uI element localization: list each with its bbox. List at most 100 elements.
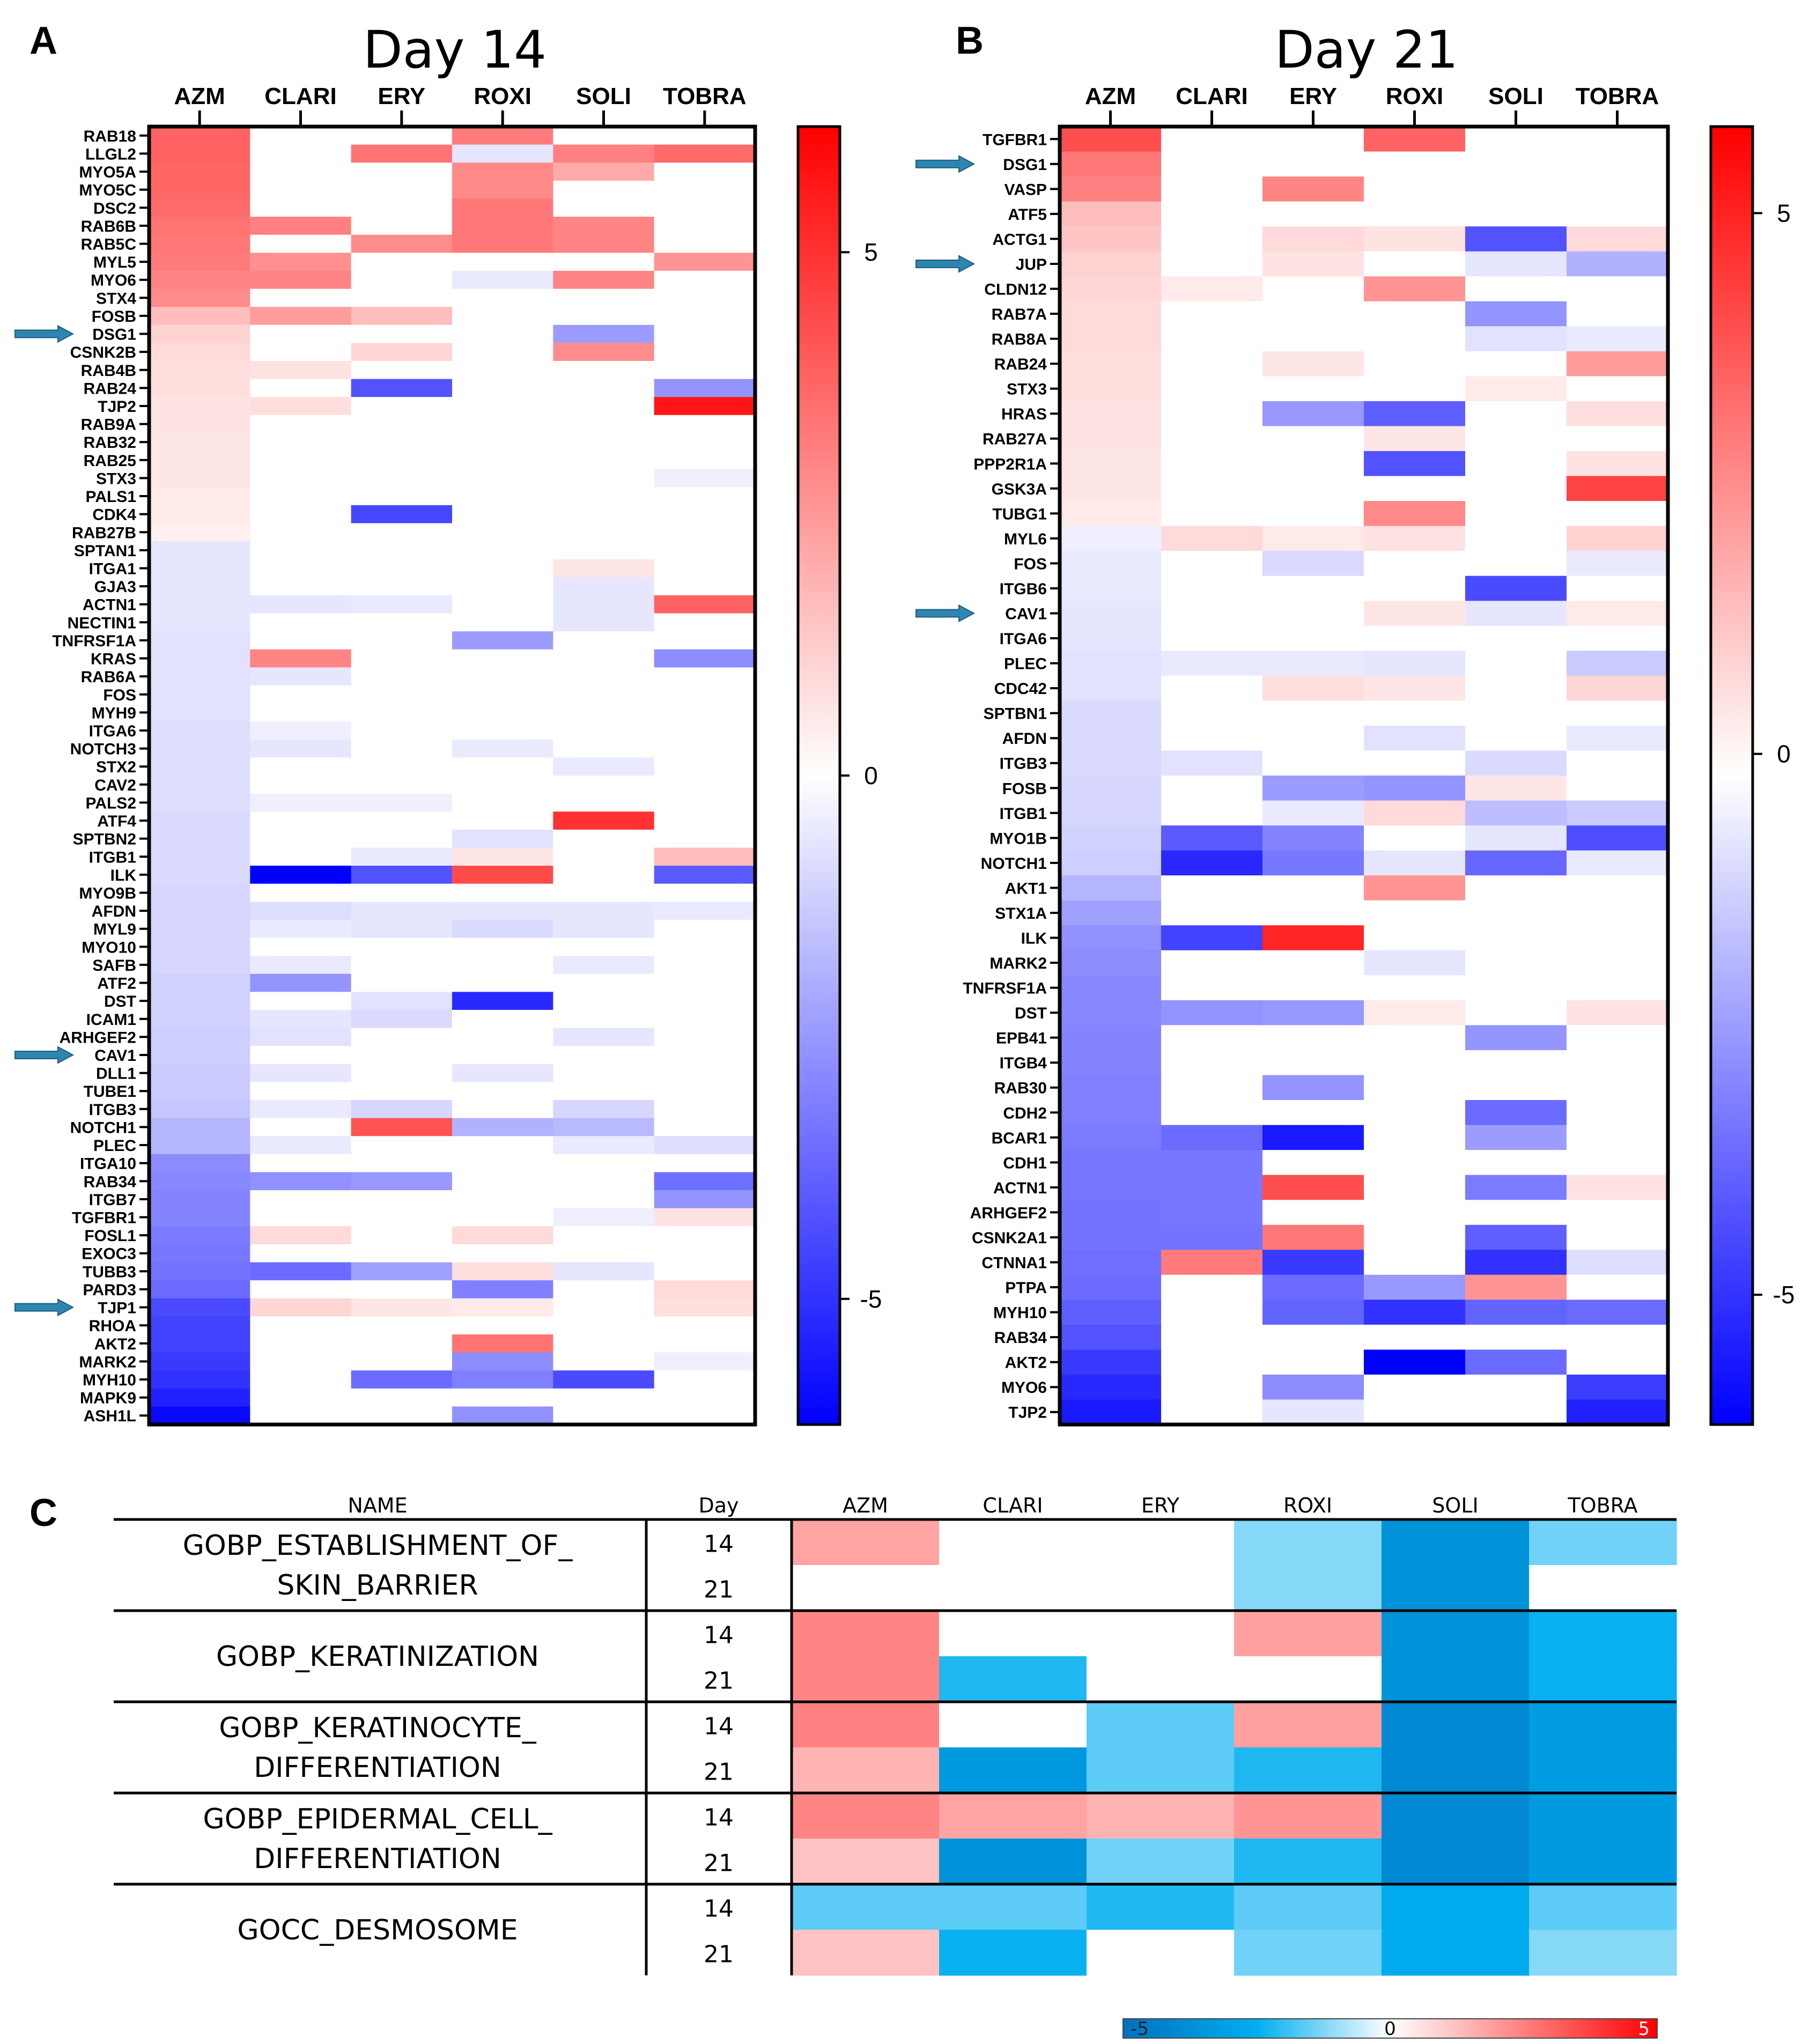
heat-cell xyxy=(1060,251,1162,277)
table-cell xyxy=(1087,1565,1235,1611)
heat-cell xyxy=(654,1226,756,1245)
heat-cell xyxy=(1161,276,1263,302)
colorbar-tick-label: -5 xyxy=(1773,1281,1795,1309)
heat-cell xyxy=(553,1208,655,1227)
gene-label-ppp2r1a: PPP2R1A xyxy=(973,455,1047,473)
heat-cell xyxy=(250,198,352,217)
heat-cell xyxy=(654,523,756,542)
heat-cell xyxy=(1060,750,1162,776)
heat-cell xyxy=(1060,226,1162,252)
heat-cell xyxy=(149,1190,250,1209)
heat-cell xyxy=(1060,1300,1162,1325)
heat-cell xyxy=(250,919,352,939)
gene-label-afdn: AFDN xyxy=(1002,730,1047,748)
gene-label-myh9: MYH9 xyxy=(92,704,136,722)
heat-cell xyxy=(1567,426,1668,452)
heat-cell xyxy=(250,757,352,776)
heat-cell xyxy=(1161,1025,1263,1051)
heat-cell xyxy=(1161,975,1263,1001)
heat-cell xyxy=(351,992,453,1010)
heat-cell xyxy=(452,866,553,884)
heat-cell xyxy=(654,1298,756,1317)
heat-cell xyxy=(149,360,250,380)
heat-cell xyxy=(553,793,655,812)
heat-cell xyxy=(1465,351,1567,377)
heat-cell xyxy=(553,1388,655,1407)
heat-cell xyxy=(250,1009,352,1029)
heat-cell xyxy=(1364,201,1466,227)
heat-cell xyxy=(1161,1125,1263,1150)
heat-cell xyxy=(250,973,352,992)
heat-cell xyxy=(1060,1000,1162,1025)
heat-cell xyxy=(1364,426,1466,452)
heat-cell xyxy=(452,505,553,524)
table-header-name: NAME xyxy=(348,1494,407,1517)
heat-cell xyxy=(654,397,756,416)
table-cell xyxy=(939,1565,1087,1611)
heat-cell xyxy=(654,739,756,758)
heat-cell xyxy=(553,163,655,181)
table-cell xyxy=(1234,1702,1382,1748)
heat-cell xyxy=(351,829,453,848)
heat-cell xyxy=(1262,1399,1364,1425)
heat-cell xyxy=(553,469,655,488)
heat-cell xyxy=(452,198,553,217)
heat-cell xyxy=(654,433,756,452)
gene-label-mark2: MARK2 xyxy=(989,955,1047,972)
heat-cell xyxy=(1567,176,1668,202)
heat-cell xyxy=(1567,975,1668,1001)
heat-cell xyxy=(654,757,756,776)
heat-cell xyxy=(1262,176,1364,202)
heat-cell xyxy=(654,1388,756,1407)
gene-label-myo9b: MYO9B xyxy=(79,884,136,902)
heat-cell xyxy=(452,1172,553,1191)
heat-cell xyxy=(351,667,453,686)
heat-cell xyxy=(1364,750,1466,776)
panel-b-heatmap: B Day 21 AZM CLARI ERY ROXI SOLI TOBRA TGFBR1… xyxy=(915,19,1795,1427)
heat-cell xyxy=(351,1316,453,1335)
heat-cell xyxy=(553,217,655,235)
table-day-label: 21 xyxy=(704,1576,734,1604)
heat-cell xyxy=(1161,625,1263,651)
heat-cell xyxy=(351,487,453,506)
heat-cell xyxy=(1465,526,1567,551)
heat-cell xyxy=(351,1280,453,1299)
heat-cell xyxy=(654,595,756,614)
heat-cell xyxy=(1262,1250,1364,1275)
heat-cell xyxy=(149,198,250,217)
heat-cell xyxy=(553,1172,655,1191)
heat-cell xyxy=(351,1334,453,1353)
gene-label-myh10: MYH10 xyxy=(993,1304,1047,1322)
heat-cell xyxy=(1465,725,1567,751)
heat-cell xyxy=(654,721,756,740)
heat-cell xyxy=(1465,1175,1567,1200)
heat-cell xyxy=(1364,625,1466,651)
gene-label-rab25: RAB25 xyxy=(84,452,136,470)
heat-cell xyxy=(654,198,756,217)
table-cell xyxy=(1382,1839,1530,1885)
heat-cell xyxy=(452,1208,553,1227)
heat-cell xyxy=(1262,551,1364,577)
heat-cell xyxy=(452,234,553,253)
panel-c-table: C NAME Day AZM CLARI ERY ROXI SOLI TOBRA 14 21 GO… xyxy=(29,1492,1677,2040)
heat-cell xyxy=(1161,700,1263,726)
heat-cell xyxy=(1060,1125,1162,1150)
column-label-clari: CLARI xyxy=(264,83,336,109)
heat-cell xyxy=(1567,127,1668,152)
heat-cell xyxy=(452,793,553,812)
table-header-ery: ERY xyxy=(1141,1494,1180,1517)
heat-cell xyxy=(149,1100,250,1119)
heat-cell xyxy=(1161,1274,1263,1300)
heat-cell xyxy=(149,487,250,506)
table-day-label: 14 xyxy=(704,1804,734,1832)
heat-cell xyxy=(1161,201,1263,227)
gene-label-rab9a: RAB9A xyxy=(81,416,136,434)
heat-cell xyxy=(250,866,352,884)
panel-c-letter: C xyxy=(29,1492,57,1534)
gene-label-itgb6: ITGB6 xyxy=(1000,580,1047,598)
heat-cell xyxy=(654,1009,756,1029)
heat-cell xyxy=(351,776,453,794)
heat-cell xyxy=(250,1082,352,1101)
heat-cell xyxy=(1567,301,1668,327)
table-header-azm: AZM xyxy=(843,1494,888,1517)
